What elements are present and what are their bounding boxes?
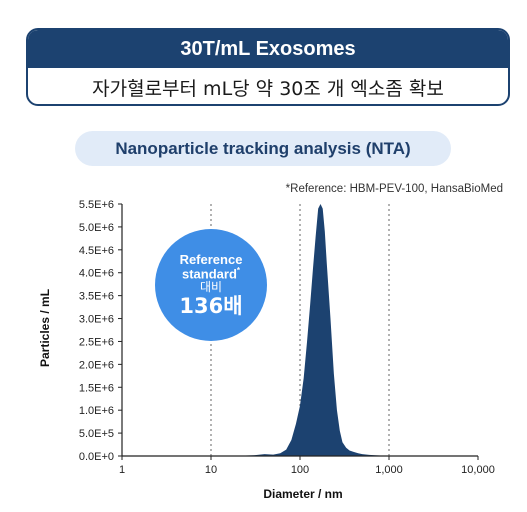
- hero-banner: 30T/mL Exosomes 자가혈로부터 mL당 약 30조 개 엑소좀 확…: [26, 28, 510, 106]
- y-axis-title: Particles / mL: [38, 289, 52, 367]
- y-tick-label: 4.0E+6: [79, 268, 114, 280]
- x-axis-title: Diameter / nm: [263, 487, 342, 501]
- x-tick-label: 100: [291, 464, 309, 476]
- badge-line-2-text: standard: [181, 265, 237, 281]
- particle-distribution-area: [122, 204, 478, 456]
- y-axis-ticks: 0.0E+0 5.0E+5 1.0E+6 1.5E+6 2.0E+6 2.5E+6 3.0E…: [79, 199, 122, 463]
- y-tick-label: 5.0E+6: [79, 222, 114, 234]
- y-tick-label: 0.0E+0: [79, 451, 114, 463]
- reference-note: *Reference: HBM-PEV-100, HansaBioMed: [285, 183, 503, 195]
- badge-line-2: standard*: [181, 265, 241, 281]
- x-tick-label: 1,000: [375, 464, 403, 476]
- y-tick-label: 5.5E+6: [79, 199, 114, 211]
- x-tick-label: 10: [205, 464, 217, 476]
- badge-line-3: 대비: [199, 280, 223, 295]
- x-tick-label: 1: [119, 464, 125, 476]
- badge-multiplier: 136배: [179, 294, 243, 319]
- hero-title: 30T/mL Exosomes: [28, 30, 508, 68]
- y-tick-label: 1.0E+6: [79, 405, 114, 417]
- badge-line-1: Reference: [179, 251, 243, 267]
- y-tick-label: 1.5E+6: [79, 382, 114, 394]
- y-tick-label: 3.5E+6: [79, 291, 114, 303]
- y-tick-label: 2.0E+6: [79, 359, 114, 371]
- badge-footnote-mark: *: [236, 265, 241, 275]
- y-tick-label: 3.0E+6: [79, 314, 114, 326]
- y-tick-label: 2.5E+6: [79, 336, 114, 348]
- x-axis-ticks: 1 10 100 1,000 10,000: [119, 456, 495, 476]
- y-tick-label: 5.0E+5: [79, 428, 114, 440]
- section-label: Nanoparticle tracking analysis (NTA): [75, 131, 451, 166]
- y-tick-label: 4.5E+6: [79, 245, 114, 257]
- x-tick-label: 10,000: [461, 464, 495, 476]
- comparison-badge: Reference standard* 대비 136배: [155, 229, 267, 341]
- hero-subtitle: 자가혈로부터 mL당 약 30조 개 엑소좀 확보: [92, 77, 444, 100]
